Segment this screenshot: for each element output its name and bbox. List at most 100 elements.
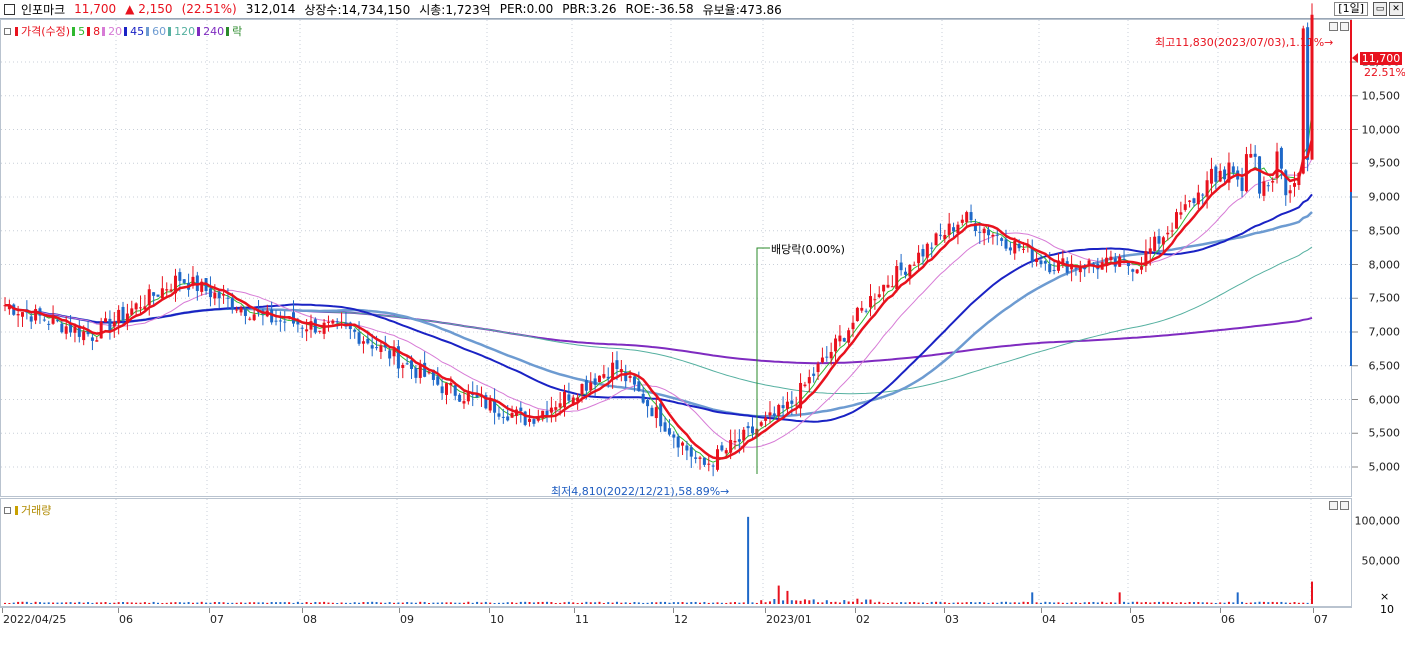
dividend-annotation: 배당락(0.00%) <box>771 243 845 256</box>
date-axis-label: 10 <box>489 608 504 626</box>
candle-body <box>99 321 103 339</box>
volume-bar <box>1031 592 1034 604</box>
volume-bar <box>1009 602 1012 604</box>
volume-bar <box>178 602 181 604</box>
candle-body <box>952 227 956 232</box>
ma120-color-icon <box>168 26 172 36</box>
volume-bar <box>196 602 199 604</box>
volume-bar <box>738 602 741 604</box>
candle-body <box>86 329 90 335</box>
panel-close-icon[interactable] <box>1340 22 1349 31</box>
candle-body <box>724 450 728 454</box>
volume-toggle-icon[interactable] <box>4 506 11 514</box>
candle-body <box>1240 177 1244 191</box>
price-color-icon <box>15 26 18 36</box>
volume-bar <box>1061 602 1064 604</box>
candle-body <box>353 329 357 332</box>
volume-bar <box>1232 602 1235 604</box>
price-axis-label: 6,500 <box>1368 359 1401 373</box>
volume-bar <box>511 602 514 604</box>
candle-body <box>69 323 73 333</box>
restore-icon[interactable]: ▭ <box>1373 2 1387 16</box>
candle-body <box>1214 166 1218 182</box>
volume-bar <box>1035 602 1038 604</box>
volume-bar <box>913 601 916 604</box>
volume-bar <box>8 602 11 604</box>
legend-ma120[interactable]: 120 <box>174 24 196 38</box>
candle-body <box>235 309 239 311</box>
volume-bar <box>1201 602 1204 604</box>
volume-bar <box>349 602 352 604</box>
candle-body <box>1223 169 1227 180</box>
candle-body <box>169 289 173 292</box>
panel-minimize-icon[interactable] <box>1329 22 1338 31</box>
candle-body <box>51 316 55 324</box>
candle-body <box>593 378 597 385</box>
legend-ma20[interactable]: 20 <box>108 24 123 38</box>
volume-bar <box>432 602 435 604</box>
volume-bar <box>1136 601 1139 604</box>
legend-ma45[interactable]: 45 <box>130 24 145 38</box>
volume-bar <box>231 602 234 604</box>
volume-bar <box>235 602 238 604</box>
volume-bar <box>87 602 90 604</box>
ma60-line <box>4 211 1313 418</box>
candle-body <box>676 436 680 448</box>
vol-panel-close-icon[interactable] <box>1340 501 1349 510</box>
legend-ma8[interactable]: 8 <box>93 24 101 38</box>
volume-bar <box>205 602 208 604</box>
legend-volume[interactable]: 거래량 <box>21 504 52 517</box>
volume-bar <box>1074 602 1077 604</box>
candle-body <box>899 262 903 271</box>
volume-bar <box>1258 601 1261 604</box>
candle-body <box>685 445 689 451</box>
candle-body <box>208 288 212 298</box>
legend-drop[interactable]: 락 <box>232 25 243 38</box>
volume-bar <box>161 602 164 604</box>
legend-ma240[interactable]: 240 <box>203 24 225 38</box>
volume-bar <box>873 602 876 604</box>
legend-ma5[interactable]: 5 <box>78 24 86 38</box>
candle-body <box>829 351 833 359</box>
legend-toggle-icon[interactable] <box>4 27 11 35</box>
volume-bar <box>1206 602 1209 604</box>
candle-body <box>388 350 392 359</box>
candle-body <box>1021 248 1025 250</box>
candle-body <box>361 341 365 344</box>
select-checkbox[interactable] <box>4 3 15 15</box>
title-bar: 인포마크 11,700 ▲ 2,150 (22.51%) 312,014 상장수… <box>0 0 1405 19</box>
period-button[interactable]: [1일] <box>1334 2 1368 16</box>
ma8-line <box>4 138 1314 460</box>
legend-ma60[interactable]: 60 <box>152 24 167 38</box>
candle-body <box>729 439 733 453</box>
candle-body <box>497 413 501 417</box>
volume-bar <box>637 602 640 604</box>
candle-body <box>794 404 798 406</box>
volume-bar <box>668 602 671 604</box>
volume-panel[interactable]: 거래량 <box>0 498 1352 607</box>
volume-bar <box>25 601 28 604</box>
candle-body <box>611 362 615 380</box>
close-icon[interactable]: ✕ <box>1389 2 1403 16</box>
volume-bar <box>100 602 103 604</box>
candle-body <box>532 419 536 424</box>
ma20-line <box>4 158 1313 448</box>
candle-body <box>737 439 741 442</box>
volume-bar <box>515 602 518 604</box>
legend-price[interactable]: 가격(수정) <box>21 25 71 38</box>
candle-body <box>890 286 894 288</box>
candle-body <box>453 385 457 396</box>
vol-panel-minimize-icon[interactable] <box>1329 501 1338 510</box>
volume-axis: 100,000 50,000 <box>1352 498 1405 607</box>
date-axis-label: 08 <box>302 608 317 626</box>
candle-body <box>213 292 217 299</box>
candle-body <box>95 340 99 342</box>
volume-bar <box>664 601 667 604</box>
per-value: PER:0.00 <box>499 2 554 16</box>
candle-body <box>1231 166 1235 173</box>
reserve-ratio: 유보율:473.86 <box>702 2 782 17</box>
volume-bar <box>104 602 107 604</box>
candle-body <box>987 229 991 236</box>
volume-bar <box>585 601 588 604</box>
candle-body <box>877 294 881 298</box>
